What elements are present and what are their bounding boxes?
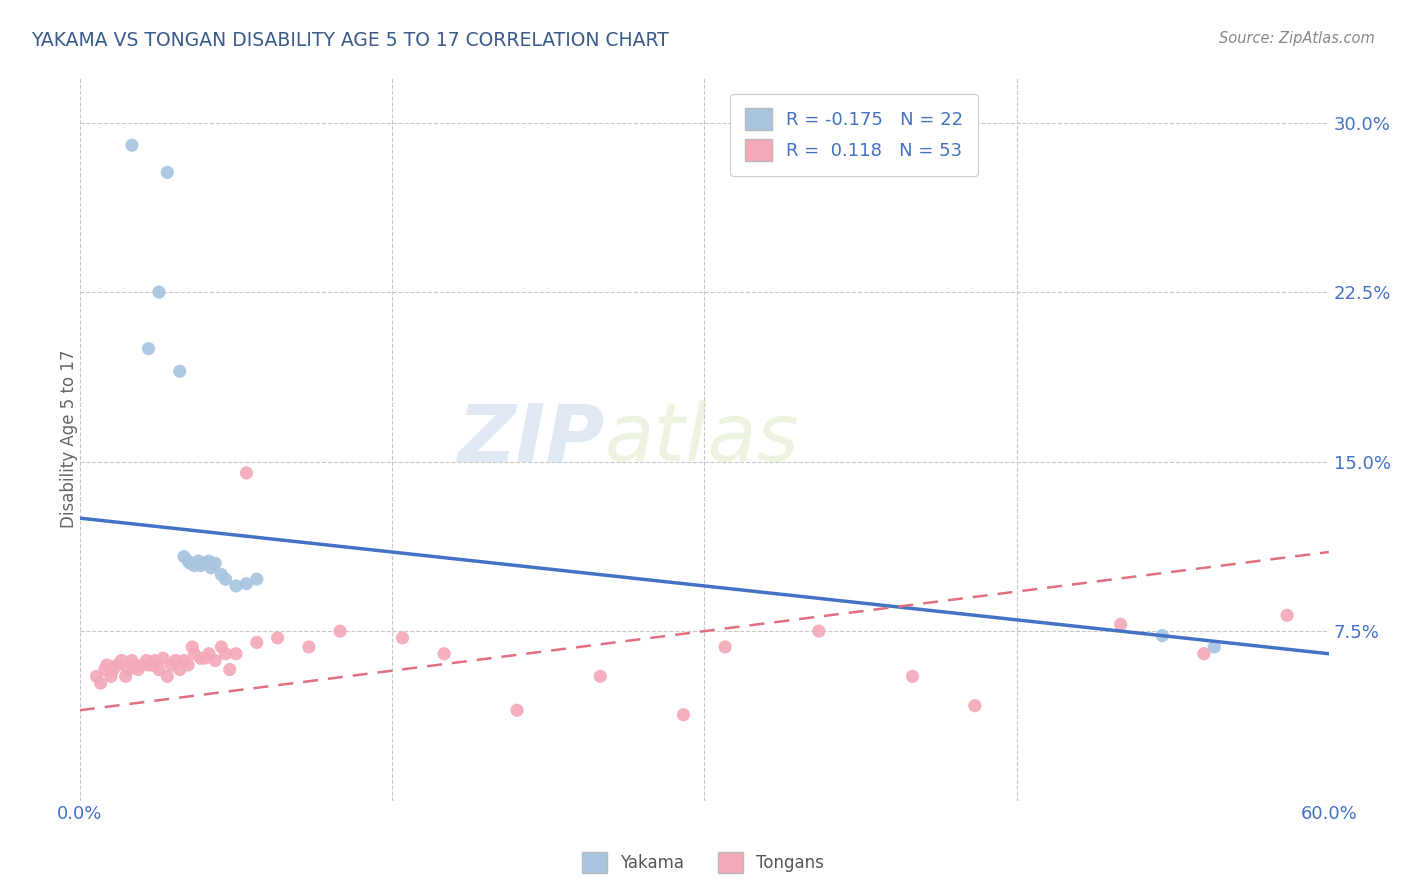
Point: [138, 658, 160, 673]
Legend: R = -0.175   N = 22, R =  0.118   N = 53: R = -0.175 N = 22, R = 0.118 N = 53: [730, 94, 979, 176]
Point: [160, 658, 183, 673]
Point: [96, 658, 118, 673]
Point: [122, 658, 145, 673]
Point: [714, 640, 737, 654]
Point: [391, 631, 413, 645]
Point: [169, 663, 191, 677]
Point: [121, 138, 143, 153]
Point: [110, 653, 132, 667]
Point: [266, 631, 288, 645]
Point: [225, 647, 247, 661]
Point: [101, 663, 124, 677]
Point: [194, 651, 217, 665]
Point: [148, 285, 170, 300]
Point: [114, 669, 136, 683]
Point: [246, 572, 269, 586]
Point: [1204, 640, 1226, 654]
Point: [200, 561, 222, 575]
Point: [177, 554, 200, 568]
Point: [165, 653, 187, 667]
Point: [127, 663, 149, 677]
Text: ZIP: ZIP: [457, 400, 605, 478]
Point: [173, 549, 195, 564]
Point: [156, 669, 179, 683]
Point: [209, 567, 232, 582]
Point: [807, 624, 830, 639]
Point: [90, 676, 112, 690]
Point: [179, 557, 201, 571]
Text: atlas: atlas: [605, 400, 799, 478]
Point: [100, 669, 122, 683]
Point: [329, 624, 352, 639]
Point: [672, 707, 695, 722]
Text: Source: ZipAtlas.com: Source: ZipAtlas.com: [1219, 31, 1375, 46]
Point: [190, 651, 212, 665]
Point: [105, 658, 128, 673]
Point: [214, 647, 236, 661]
Point: [589, 669, 612, 683]
Point: [86, 669, 108, 683]
Point: [187, 554, 209, 568]
Point: [433, 647, 456, 661]
Point: [218, 663, 240, 677]
Point: [1275, 608, 1298, 623]
Point: [169, 364, 191, 378]
Point: [901, 669, 924, 683]
Point: [148, 663, 170, 677]
Point: [235, 466, 257, 480]
Point: [506, 703, 529, 717]
Point: [138, 342, 160, 356]
Point: [1192, 647, 1215, 661]
Point: [204, 653, 226, 667]
Point: [181, 640, 204, 654]
Point: [190, 558, 212, 573]
Point: [152, 651, 174, 665]
Point: [963, 698, 986, 713]
Point: [1152, 629, 1174, 643]
Point: [156, 165, 179, 179]
Point: [131, 658, 153, 673]
Y-axis label: Disability Age 5 to 17: Disability Age 5 to 17: [60, 350, 77, 528]
Point: [173, 653, 195, 667]
Point: [235, 576, 257, 591]
Point: [117, 663, 139, 677]
Point: [142, 658, 165, 673]
Point: [209, 640, 232, 654]
Point: [177, 658, 200, 673]
Point: [183, 647, 205, 661]
Point: [143, 653, 166, 667]
Point: [246, 635, 269, 649]
Point: [121, 653, 143, 667]
Point: [198, 554, 221, 568]
Point: [183, 558, 205, 573]
Point: [198, 647, 221, 661]
Point: [94, 663, 117, 677]
Point: [225, 579, 247, 593]
Point: [298, 640, 321, 654]
Point: [214, 572, 236, 586]
Legend: Yakama, Tongans: Yakama, Tongans: [575, 846, 831, 880]
Point: [135, 653, 157, 667]
Text: YAKAMA VS TONGAN DISABILITY AGE 5 TO 17 CORRELATION CHART: YAKAMA VS TONGAN DISABILITY AGE 5 TO 17 …: [31, 31, 669, 50]
Point: [1109, 617, 1132, 632]
Point: [204, 557, 226, 571]
Point: [194, 557, 217, 571]
